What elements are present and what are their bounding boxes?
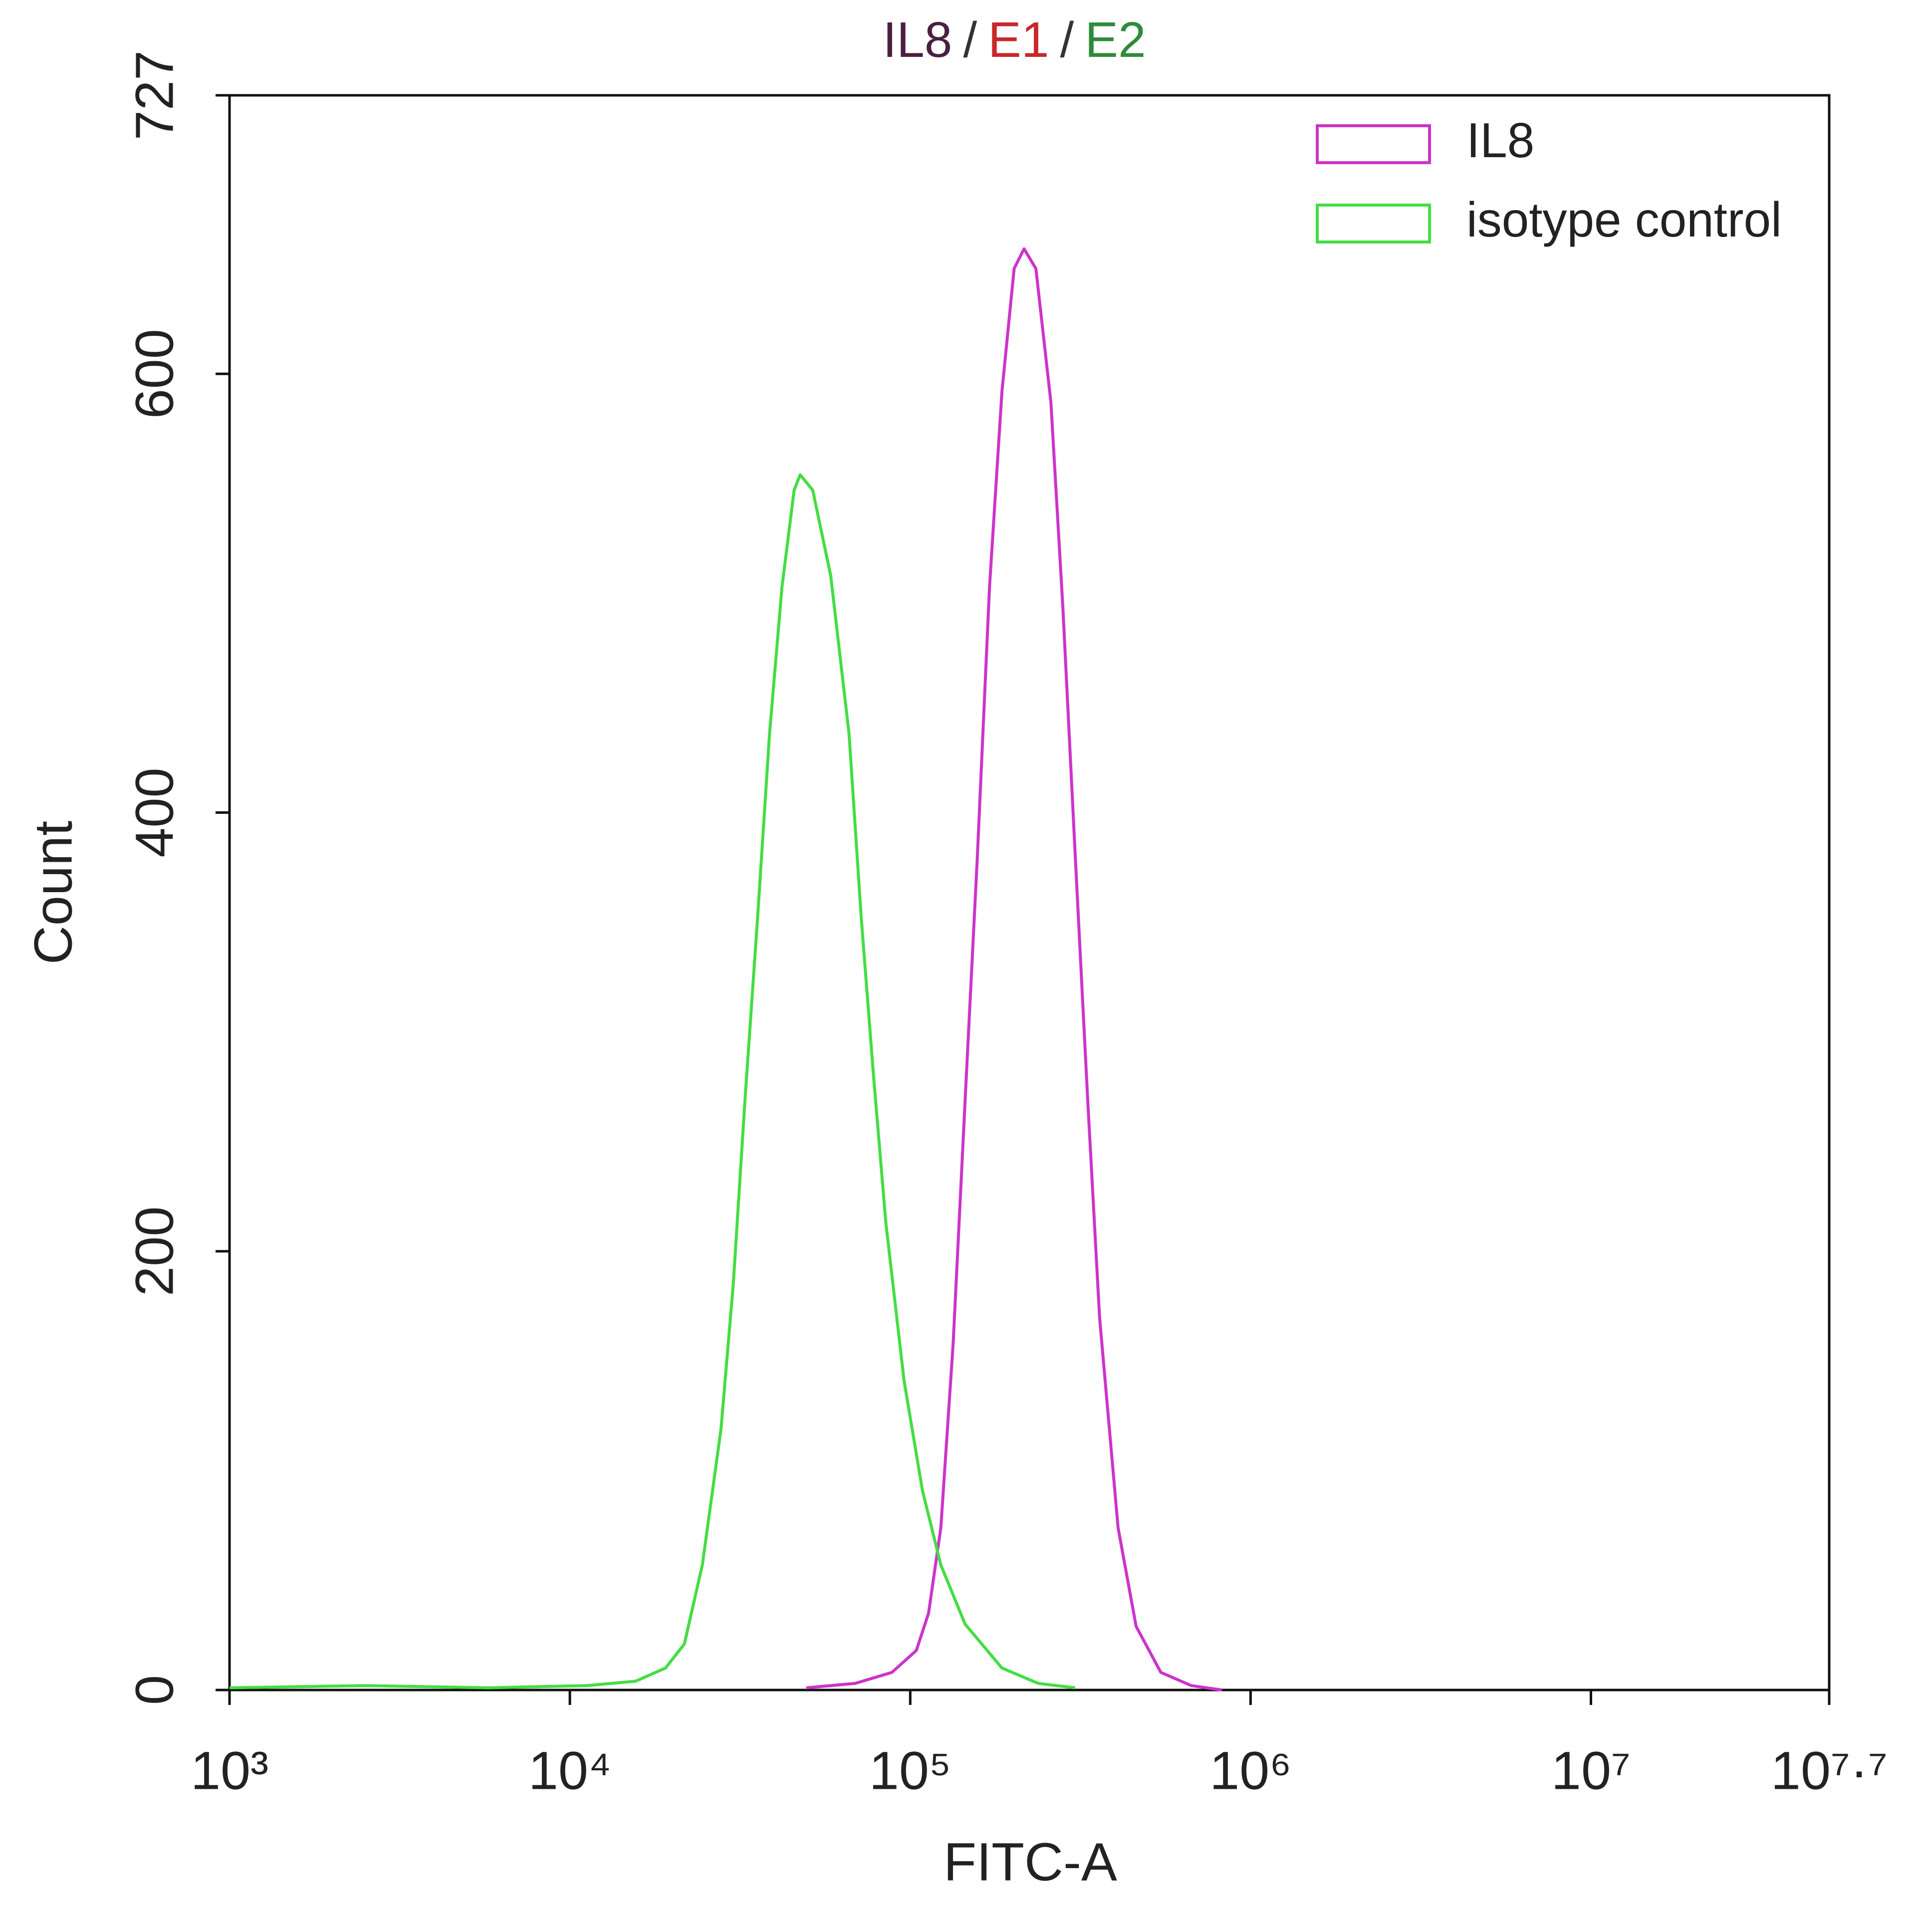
legend-swatch [1316,124,1431,164]
title-part: / [963,12,977,68]
series-line [806,247,1222,1691]
y-tick-label: 727 [124,50,185,140]
y-tick-label: 200 [124,1207,185,1296]
x-tick-label: 10⁶ [1209,1740,1292,1801]
legend-label: isotype control [1466,192,1782,247]
chart-title: IL8/E1/E2 [883,12,1146,68]
title-part: IL8 [883,12,952,68]
title-part: / [1060,12,1074,68]
y-tick-label: 600 [124,329,185,419]
x-tick-label: 10⁵ [869,1740,952,1801]
series-line [229,473,1075,1690]
y-tick-label: 400 [124,767,185,857]
legend-label: IL8 [1466,113,1534,168]
title-part: E2 [1085,12,1146,68]
x-tick-label: 10⁷ [1551,1740,1631,1801]
x-tick-label: 10³ [191,1740,268,1801]
x-tick-label: 10⁷·⁷ [1771,1740,1888,1801]
plot-frame [228,94,1831,1691]
y-tick-label: 0 [124,1675,185,1705]
x-axis-label: FITC-A [944,1832,1117,1892]
title-part: E1 [988,12,1049,68]
y-axis-label: Count [23,821,83,965]
x-tick-label: 10⁴ [528,1740,612,1801]
legend-swatch [1316,204,1431,243]
